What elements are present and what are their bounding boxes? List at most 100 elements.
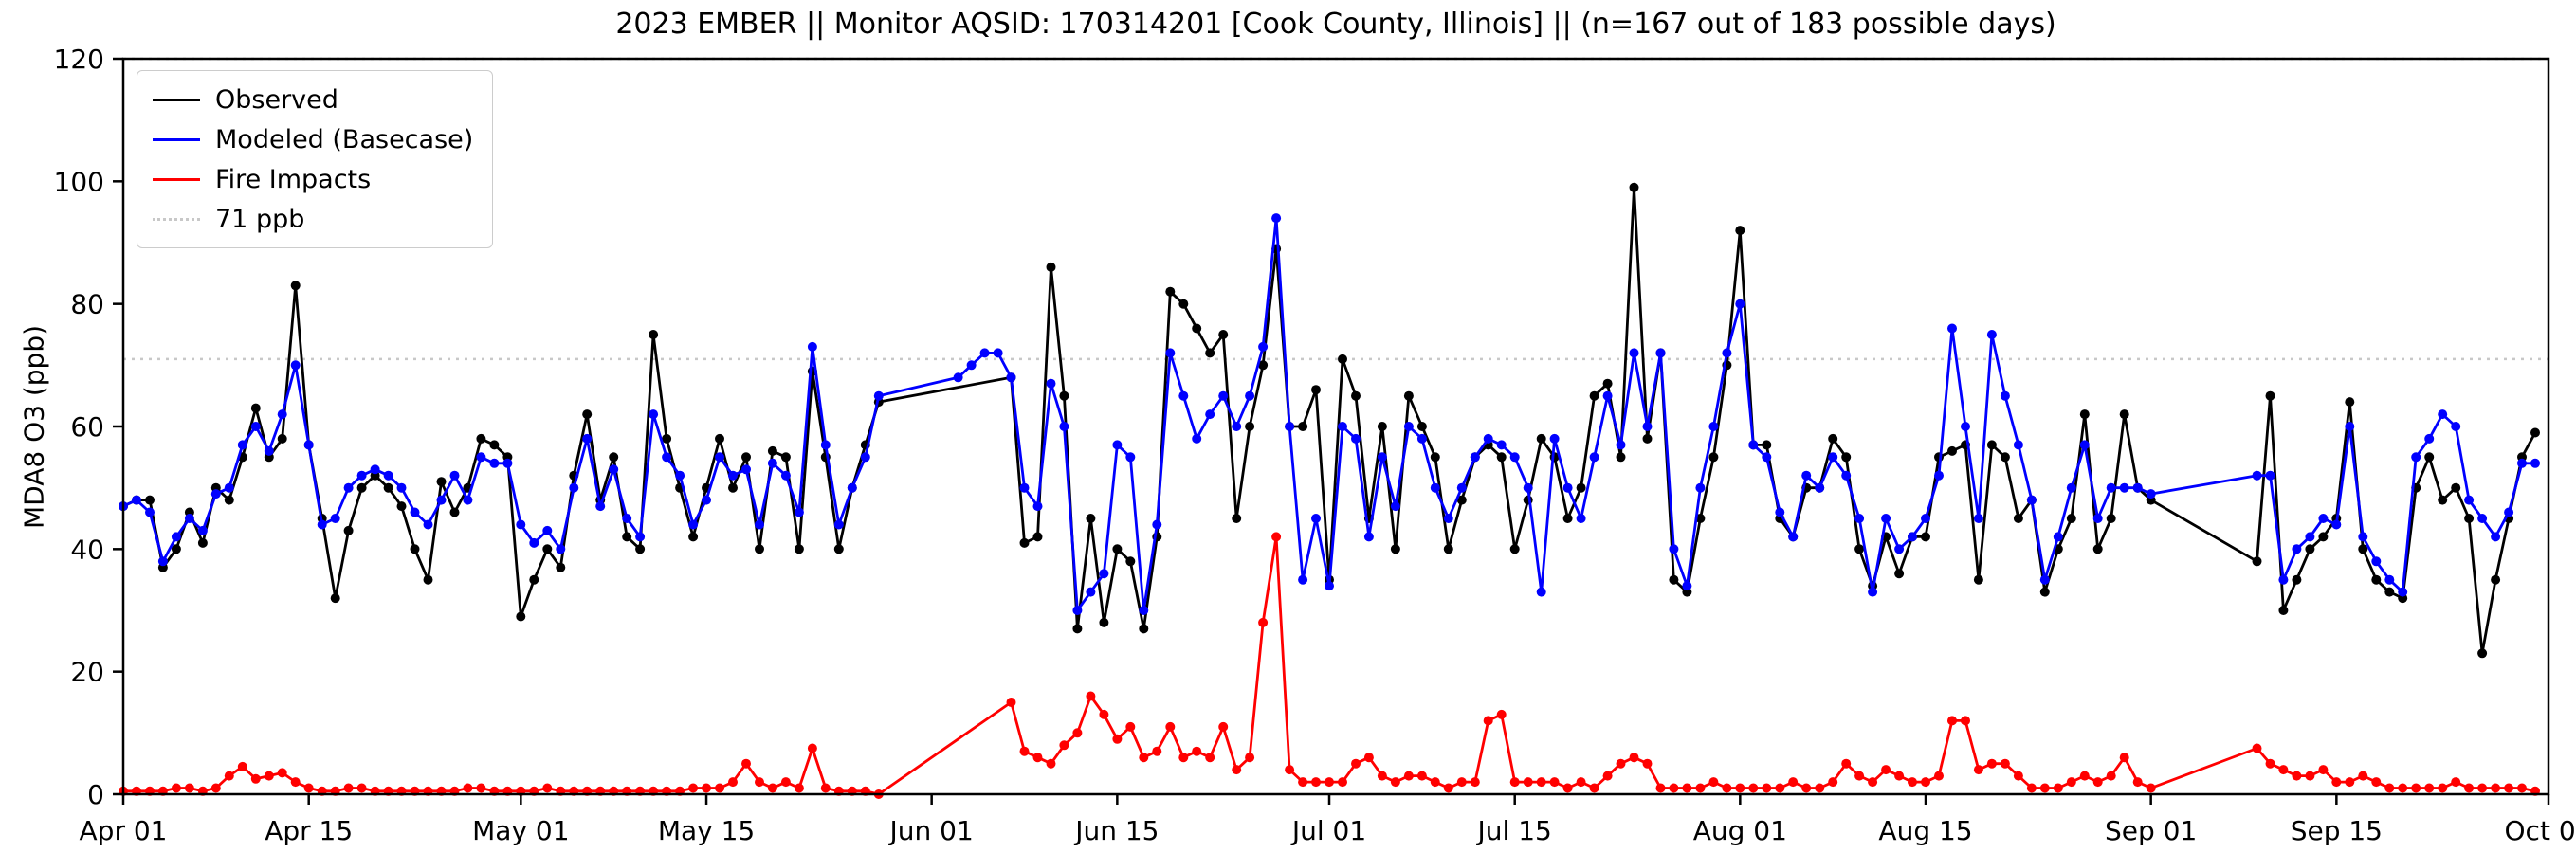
x-tick-label: Jul 01 <box>1290 815 1366 846</box>
fire-impacts-point <box>1416 771 1427 781</box>
observed-point <box>197 537 208 548</box>
fire-impacts-point <box>2278 765 2289 775</box>
observed-point <box>1059 390 1069 401</box>
observed-point <box>1934 452 1944 463</box>
modeled-basecase-point <box>410 507 420 517</box>
fire-impacts-point <box>2464 783 2475 793</box>
legend-label: Observed <box>215 84 338 115</box>
fire-impacts-point <box>1908 777 1917 788</box>
legend-label: Modeled (Basecase) <box>215 124 474 154</box>
fire-impacts-point <box>1509 777 1520 788</box>
modeled-basecase-point <box>675 470 685 481</box>
fire-impacts-point <box>780 777 791 788</box>
fire-impacts-point <box>1165 721 1176 732</box>
modeled-basecase-point <box>2464 495 2475 505</box>
fire-impacts-point <box>794 783 804 793</box>
observed-point <box>2424 452 2435 463</box>
observed-point <box>2039 587 2050 597</box>
observed-point <box>290 281 301 291</box>
x-tick-label: Sep 01 <box>2105 815 2197 846</box>
fire-impacts-point <box>2106 771 2116 781</box>
observed-point <box>2305 544 2315 554</box>
fire-impacts-point <box>1338 777 1347 788</box>
fire-impacts-point <box>1788 777 1799 788</box>
observed-point <box>767 445 777 456</box>
x-tick-label: Sep 15 <box>2291 815 2383 846</box>
fire-impacts-point <box>2358 771 2368 781</box>
fire-impacts-point <box>2318 765 2329 775</box>
fire-impacts-point <box>1801 783 1812 793</box>
observed-point <box>1443 544 1453 554</box>
observed-point <box>1046 262 1056 272</box>
observed-point <box>556 562 566 572</box>
modeled-basecase-point <box>303 440 314 450</box>
fire-impacts-point <box>1695 783 1706 793</box>
observed-point <box>1828 433 1838 444</box>
modeled-basecase-point <box>662 452 672 463</box>
observed-point <box>1894 569 1905 579</box>
modeled-basecase-point <box>847 482 857 493</box>
fire-impacts-point <box>1192 746 1202 756</box>
fire-impacts-point <box>1815 783 1825 793</box>
y-tick-label: 100 <box>54 166 104 197</box>
modeled-basecase-point <box>1669 544 1679 554</box>
x-tick-label: Jul 15 <box>1476 815 1552 846</box>
x-tick-label: Apr 01 <box>80 815 168 846</box>
observed-point <box>2119 409 2129 420</box>
observed-point <box>2252 556 2262 567</box>
fire-impacts-point <box>171 783 181 793</box>
fire-impacts-point <box>1456 777 1467 788</box>
legend-line-sample <box>153 137 200 141</box>
legend-label: 71 ppb <box>215 204 305 234</box>
fire-impacts-point <box>1986 758 1997 769</box>
modeled-basecase-point <box>860 452 870 463</box>
observed-point <box>1496 452 1507 463</box>
fire-impacts-point <box>2517 783 2527 793</box>
modeled-basecase-point <box>542 525 553 535</box>
modeled-basecase-point <box>2278 574 2289 585</box>
modeled-basecase-point <box>1908 532 1917 542</box>
fire-impacts-point <box>2132 777 2143 788</box>
modeled-basecase-point <box>1072 606 1083 615</box>
modeled-basecase-point <box>2345 422 2355 431</box>
fire-impacts-point <box>224 771 234 781</box>
observed-point <box>383 482 393 493</box>
modeled-basecase-point <box>2000 390 2010 401</box>
fire-impacts-point <box>1523 777 1533 788</box>
legend-line-sample <box>153 177 200 181</box>
modeled-basecase-point <box>2384 574 2395 585</box>
fire-impacts-point <box>1762 783 1772 793</box>
modeled-basecase-point <box>1006 372 1016 383</box>
modeled-basecase-point <box>2066 482 2076 493</box>
modeled-basecase-point <box>794 507 804 517</box>
x-tick-label: Jun 01 <box>888 815 974 846</box>
observed-point <box>1099 617 1109 627</box>
modeled-basecase-point <box>277 409 287 420</box>
modeled-basecase-point <box>649 409 659 420</box>
fire-impacts-point <box>1549 777 1560 788</box>
y-tick-label: 20 <box>70 657 104 688</box>
observed-point <box>1509 544 1520 554</box>
fire-impacts-point <box>1616 758 1626 769</box>
fire-impacts-point <box>741 758 751 769</box>
observed-point <box>2292 574 2302 585</box>
modeled-basecase-point <box>1046 378 1056 389</box>
modeled-basecase-point <box>1390 501 1400 512</box>
fire-impacts-point <box>542 783 553 793</box>
modeled-basecase-point <box>1192 433 1202 444</box>
observed-point <box>476 433 486 444</box>
observed-point <box>1019 537 1030 548</box>
fire-impacts-point <box>1059 740 1069 751</box>
fire-impacts-point <box>1139 753 1149 763</box>
observed-point <box>436 477 447 487</box>
observed-point <box>2278 606 2289 615</box>
modeled-basecase-point <box>1894 544 1905 554</box>
modeled-basecase-point <box>1549 433 1560 444</box>
legend-label: Fire Impacts <box>215 164 372 194</box>
observed-point <box>277 433 287 444</box>
observed-point <box>516 611 526 622</box>
modeled-basecase-point <box>1059 422 1069 431</box>
modeled-basecase-point <box>1576 514 1586 523</box>
modeled-basecase-point <box>1338 422 1347 431</box>
modeled-basecase-point <box>1934 470 1944 481</box>
